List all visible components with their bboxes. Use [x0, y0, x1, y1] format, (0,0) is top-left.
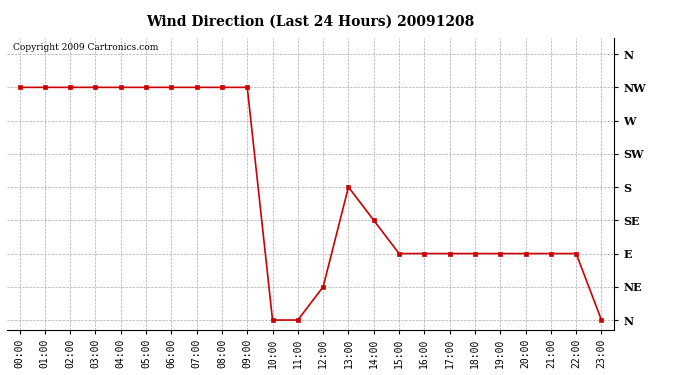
Text: Copyright 2009 Cartronics.com: Copyright 2009 Cartronics.com: [13, 44, 158, 52]
Text: Wind Direction (Last 24 Hours) 20091208: Wind Direction (Last 24 Hours) 20091208: [146, 15, 475, 29]
